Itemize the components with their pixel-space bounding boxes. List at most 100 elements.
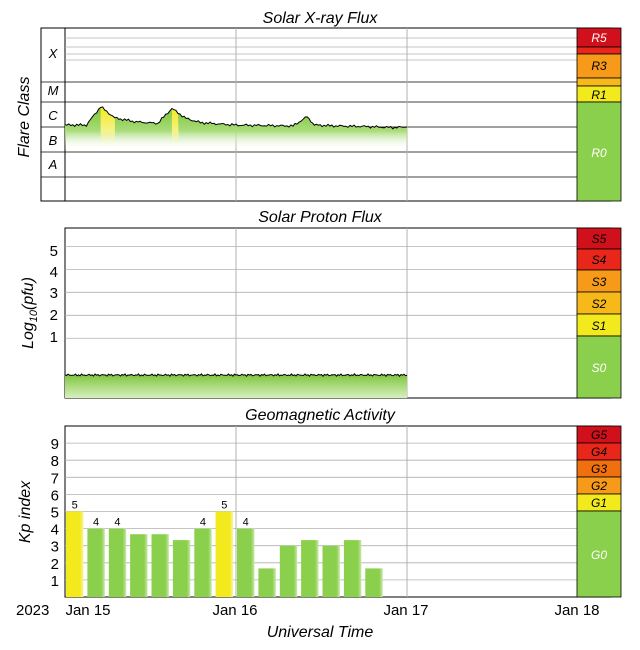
s1-label: S1 xyxy=(592,319,607,333)
xray-class-a: A xyxy=(48,157,58,172)
proton-ylabel: Log10(pfu) xyxy=(20,277,40,349)
kp-bar xyxy=(151,534,169,597)
kp-bar xyxy=(108,528,127,597)
kp-bar xyxy=(194,528,212,597)
g3-label: G3 xyxy=(591,462,607,476)
xray-class-m: M xyxy=(48,83,59,98)
kp-tick: 4 xyxy=(51,522,59,539)
x-tick-jan18: Jan 18 xyxy=(554,602,599,619)
kp-tick: 5 xyxy=(51,505,59,522)
proton-s-scale: S5 S4 S3 S2 S1 S0 xyxy=(576,227,622,399)
x-tick-jan15: Jan 15 xyxy=(65,602,110,619)
kp-bar xyxy=(87,528,105,597)
kp-tick: 1 xyxy=(51,573,59,590)
r3-label: R3 xyxy=(591,59,607,73)
proton-ylabel-sub: 10 xyxy=(28,309,40,322)
kp-bar xyxy=(237,528,255,597)
kp-bar xyxy=(301,540,319,597)
x-axis-year: 2023 xyxy=(16,602,49,619)
proton-ylabel-end: (pfu) xyxy=(20,277,37,310)
r2-cell xyxy=(576,77,622,87)
kp-bar xyxy=(172,540,191,597)
proton-panel: Solar Proton Flux 5 4 3 2 1 Log10(pfu) S… xyxy=(20,209,622,399)
xray-flux-line xyxy=(64,106,408,130)
s0-cell xyxy=(576,335,622,399)
kp-bar-label: 5 xyxy=(72,500,78,512)
s0-label: S0 xyxy=(592,361,607,375)
kp-bar xyxy=(365,568,383,597)
geo-day-gridlines xyxy=(235,426,408,597)
kp-bar xyxy=(343,540,362,597)
xray-flux-fill xyxy=(65,107,407,150)
g0-label: G0 xyxy=(591,548,607,562)
kp-bar xyxy=(279,545,298,597)
proton-tick-1: 1 xyxy=(50,329,58,346)
xray-r-scale: R5 R3 R1 R0 xyxy=(576,27,622,202)
proton-gridlines xyxy=(65,245,577,339)
kp-bars: 5 4 4 4 5 4 xyxy=(66,500,383,597)
xray-flux-area xyxy=(64,106,408,150)
g5-label: G5 xyxy=(591,428,607,442)
proton-tick-5: 5 xyxy=(50,243,58,260)
r5-label: R5 xyxy=(591,31,607,45)
xray-panel: Solar X-ray Flux X M C B A Flare Class R… xyxy=(16,10,622,202)
r0-label: R0 xyxy=(591,146,607,160)
xray-class-c: C xyxy=(48,108,58,123)
x-tick-jan17: Jan 17 xyxy=(383,602,428,619)
xray-plot-frame xyxy=(40,27,612,202)
proton-tick-3: 3 xyxy=(50,285,58,302)
kp-bar-label: 4 xyxy=(114,517,120,529)
kp-bar xyxy=(258,568,276,597)
s3-label: S3 xyxy=(592,275,607,289)
xray-title: Solar X-ray Flux xyxy=(263,10,379,27)
s5-label: S5 xyxy=(592,232,607,246)
g2-label: G2 xyxy=(591,479,607,493)
kp-bar xyxy=(130,534,148,597)
kp-tick: 3 xyxy=(51,539,59,556)
xray-class-b: B xyxy=(49,133,58,148)
proton-flux-fill xyxy=(65,373,407,398)
x-tick-jan16: Jan 16 xyxy=(212,602,257,619)
r0-cell xyxy=(576,101,622,202)
proton-plot-frame xyxy=(64,227,612,399)
proton-y-ticks: 5 4 3 2 1 xyxy=(50,243,58,346)
proton-flux-line xyxy=(64,373,408,377)
proton-title: Solar Proton Flux xyxy=(258,209,383,226)
xray-day-gridlines xyxy=(235,28,408,201)
g1-label: G1 xyxy=(591,496,607,510)
proton-tick-4: 4 xyxy=(50,264,58,281)
xray-flare-fill xyxy=(100,107,115,150)
geo-ylabel: Kp index xyxy=(17,480,34,543)
xray-class-ticks: X M C B A xyxy=(48,46,59,172)
kp-bar xyxy=(66,511,84,597)
geo-title: Geomagnetic Activity xyxy=(245,407,396,424)
proton-day-gridlines xyxy=(235,228,408,398)
xray-class-x: X xyxy=(48,46,59,61)
kp-tick: 2 xyxy=(51,556,59,573)
kp-bar-label: 4 xyxy=(200,517,206,529)
r1-label: R1 xyxy=(591,88,606,102)
g0-cell xyxy=(576,510,622,598)
kp-tick: 8 xyxy=(51,453,59,470)
proton-flux-area xyxy=(64,373,408,398)
kp-bar xyxy=(215,511,233,597)
kp-tick: 7 xyxy=(51,470,59,487)
s4-label: S4 xyxy=(592,253,607,267)
xray-gridlines xyxy=(41,37,577,178)
kp-bar-label: 4 xyxy=(243,517,249,529)
geo-g-scale: G5 G4 G3 G2 G1 G0 xyxy=(576,425,622,598)
xray-ylabel: Flare Class xyxy=(16,77,33,158)
kp-bar xyxy=(322,545,340,597)
xray-flare-fill xyxy=(171,108,179,150)
g4-label: G4 xyxy=(591,445,607,459)
s2-label: S2 xyxy=(592,297,607,311)
x-axis-label: Universal Time xyxy=(267,624,374,641)
kp-tick: 6 xyxy=(51,487,59,504)
r4-cell xyxy=(576,46,622,55)
kp-bar-label: 4 xyxy=(93,517,99,529)
proton-tick-2: 2 xyxy=(50,307,58,324)
